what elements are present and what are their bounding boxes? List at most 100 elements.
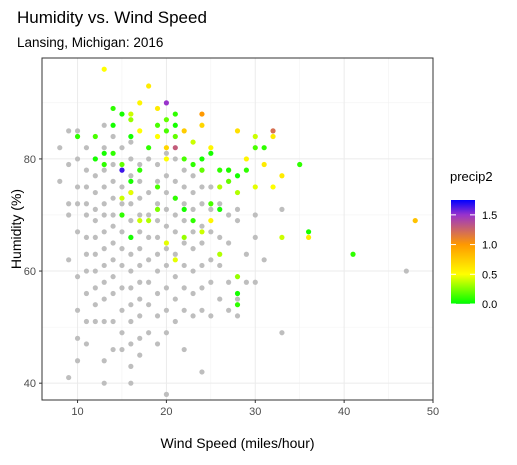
data-point [146,330,152,336]
data-point [119,145,125,151]
data-point [163,100,170,106]
data-point [110,122,116,128]
data-point [279,206,285,212]
data-point [128,178,134,184]
data-point [83,167,90,173]
data-point [234,173,241,179]
data-point [101,201,107,207]
data-point [199,240,205,246]
data-point [128,268,134,274]
data-point [92,217,98,224]
data-point [101,246,107,252]
data-point [252,184,258,190]
data-point [234,313,241,319]
data-point [270,184,276,190]
data-point [137,178,143,184]
data-point [172,274,178,280]
data-point [92,234,98,241]
data-point [83,145,90,151]
data-point [190,313,196,319]
data-point [208,145,214,151]
legend-tick-label: 1.5 [482,210,497,222]
data-point [181,262,187,269]
data-point [137,335,143,341]
data-point [181,346,187,353]
data-point [128,318,134,325]
data-point [110,178,116,184]
data-point [154,234,161,241]
grid-major [42,58,434,400]
data-point [119,346,125,353]
data-point [137,313,143,319]
data-point [217,296,223,302]
data-point [199,201,205,207]
data-point [154,290,161,297]
data-point [128,189,134,196]
data-point [128,201,134,207]
data-point [128,156,134,162]
data-point [297,161,303,168]
data-point [83,184,90,190]
y-tick-label: 80 [24,154,36,166]
data-point [172,229,178,235]
data-point [172,133,178,140]
data-point [66,212,72,218]
y-axis-label: Humidity (%) [8,189,24,269]
data-point [137,100,143,106]
data-point [181,156,187,162]
data-point [101,212,107,218]
data-point [163,240,170,246]
data-point [110,212,116,218]
data-point [92,189,98,196]
data-point [261,161,267,168]
data-point [146,189,152,196]
data-point [83,341,90,347]
data-point [101,380,107,386]
data-point [66,257,72,263]
data-point [137,246,143,252]
data-point [261,145,267,151]
data-point [163,285,170,291]
data-point [128,217,134,224]
data-point [234,290,241,297]
data-point [199,167,205,173]
data-point [74,307,81,313]
data-point [137,279,143,285]
data-point [137,217,143,224]
data-point [101,229,107,235]
x-tick-label: 50 [427,406,439,418]
data-point [92,156,98,162]
data-point [137,212,143,218]
data-point [199,111,205,117]
data-point [163,246,170,252]
data-point [226,279,232,285]
data-point [154,206,161,212]
data-point [128,285,134,291]
data-point [101,161,107,168]
data-point [199,262,205,269]
data-point [190,206,196,212]
data-point [190,139,196,145]
data-point [137,229,143,235]
data-point [181,307,187,313]
legend-tick-label: 0.0 [482,299,497,311]
data-point [217,262,223,269]
data-point [74,274,81,280]
data-point [83,268,90,274]
data-point [217,201,223,207]
data-point [154,184,161,190]
data-point [137,262,143,269]
data-point [83,201,90,207]
data-point [128,251,134,257]
data-point [208,229,214,235]
data-point [119,262,125,269]
data-point [154,178,161,184]
data-point [172,296,178,302]
data-point [154,122,161,128]
data-point [208,184,214,190]
data-point [154,217,161,224]
data-point [217,184,223,190]
data-point [110,274,116,280]
data-point [101,122,107,128]
